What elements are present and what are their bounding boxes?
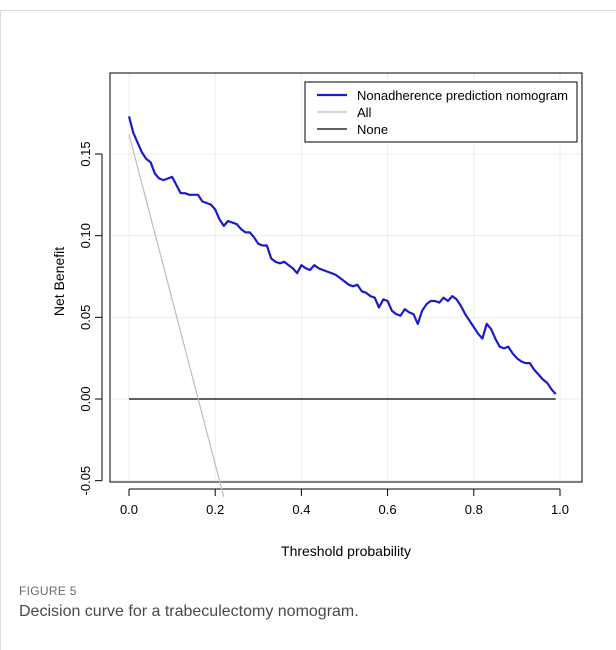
- series-line-all: [128, 134, 225, 498]
- legend-label: All: [357, 105, 372, 120]
- x-axis: 0.0 0.2 0.4 0.6 0.8 1.0: [120, 488, 569, 517]
- figure-caption: Decision curve for a trabeculectomy nomo…: [19, 603, 359, 620]
- x-tick-label: 0.0: [120, 502, 138, 517]
- decision-curve-chart: 0.0 0.2 0.4 0.6 0.8 1.0 -0.05 0.00 0.05 0.10 0.15…: [51, 72, 583, 559]
- legend-box: [304, 81, 578, 143]
- y-axis-label: Net Benefit: [51, 247, 67, 316]
- y-tick-label: -0.05: [78, 466, 93, 496]
- x-tick-label: 1.0: [551, 502, 569, 517]
- x-tick-label: 0.6: [379, 502, 397, 517]
- y-axis: -0.05 0.00 0.05 0.10 0.15: [78, 141, 103, 496]
- figure-label: FIGURE 5: [19, 584, 77, 598]
- legend-label: Nonadherence prediction nomogram: [357, 88, 568, 103]
- series-line-nonadherence-prediction-nomogram: [127, 116, 557, 395]
- x-axis-label: Threshold probability: [281, 543, 411, 559]
- y-tick-label: 0.05: [78, 305, 93, 330]
- legend-label: None: [357, 122, 388, 137]
- y-tick-label: 0.10: [78, 223, 93, 248]
- series-lines: [127, 116, 557, 498]
- plot-box: [109, 72, 583, 483]
- legend: Nonadherence prediction nomogram All None: [304, 81, 578, 143]
- y-tick-label: 0.00: [78, 386, 93, 411]
- x-tick-label: 0.8: [465, 502, 483, 517]
- figure-frame: [0, 10, 616, 650]
- x-tick-label: 0.2: [206, 502, 224, 517]
- y-tick-label: 0.15: [78, 141, 93, 166]
- x-tick-label: 0.4: [292, 502, 310, 517]
